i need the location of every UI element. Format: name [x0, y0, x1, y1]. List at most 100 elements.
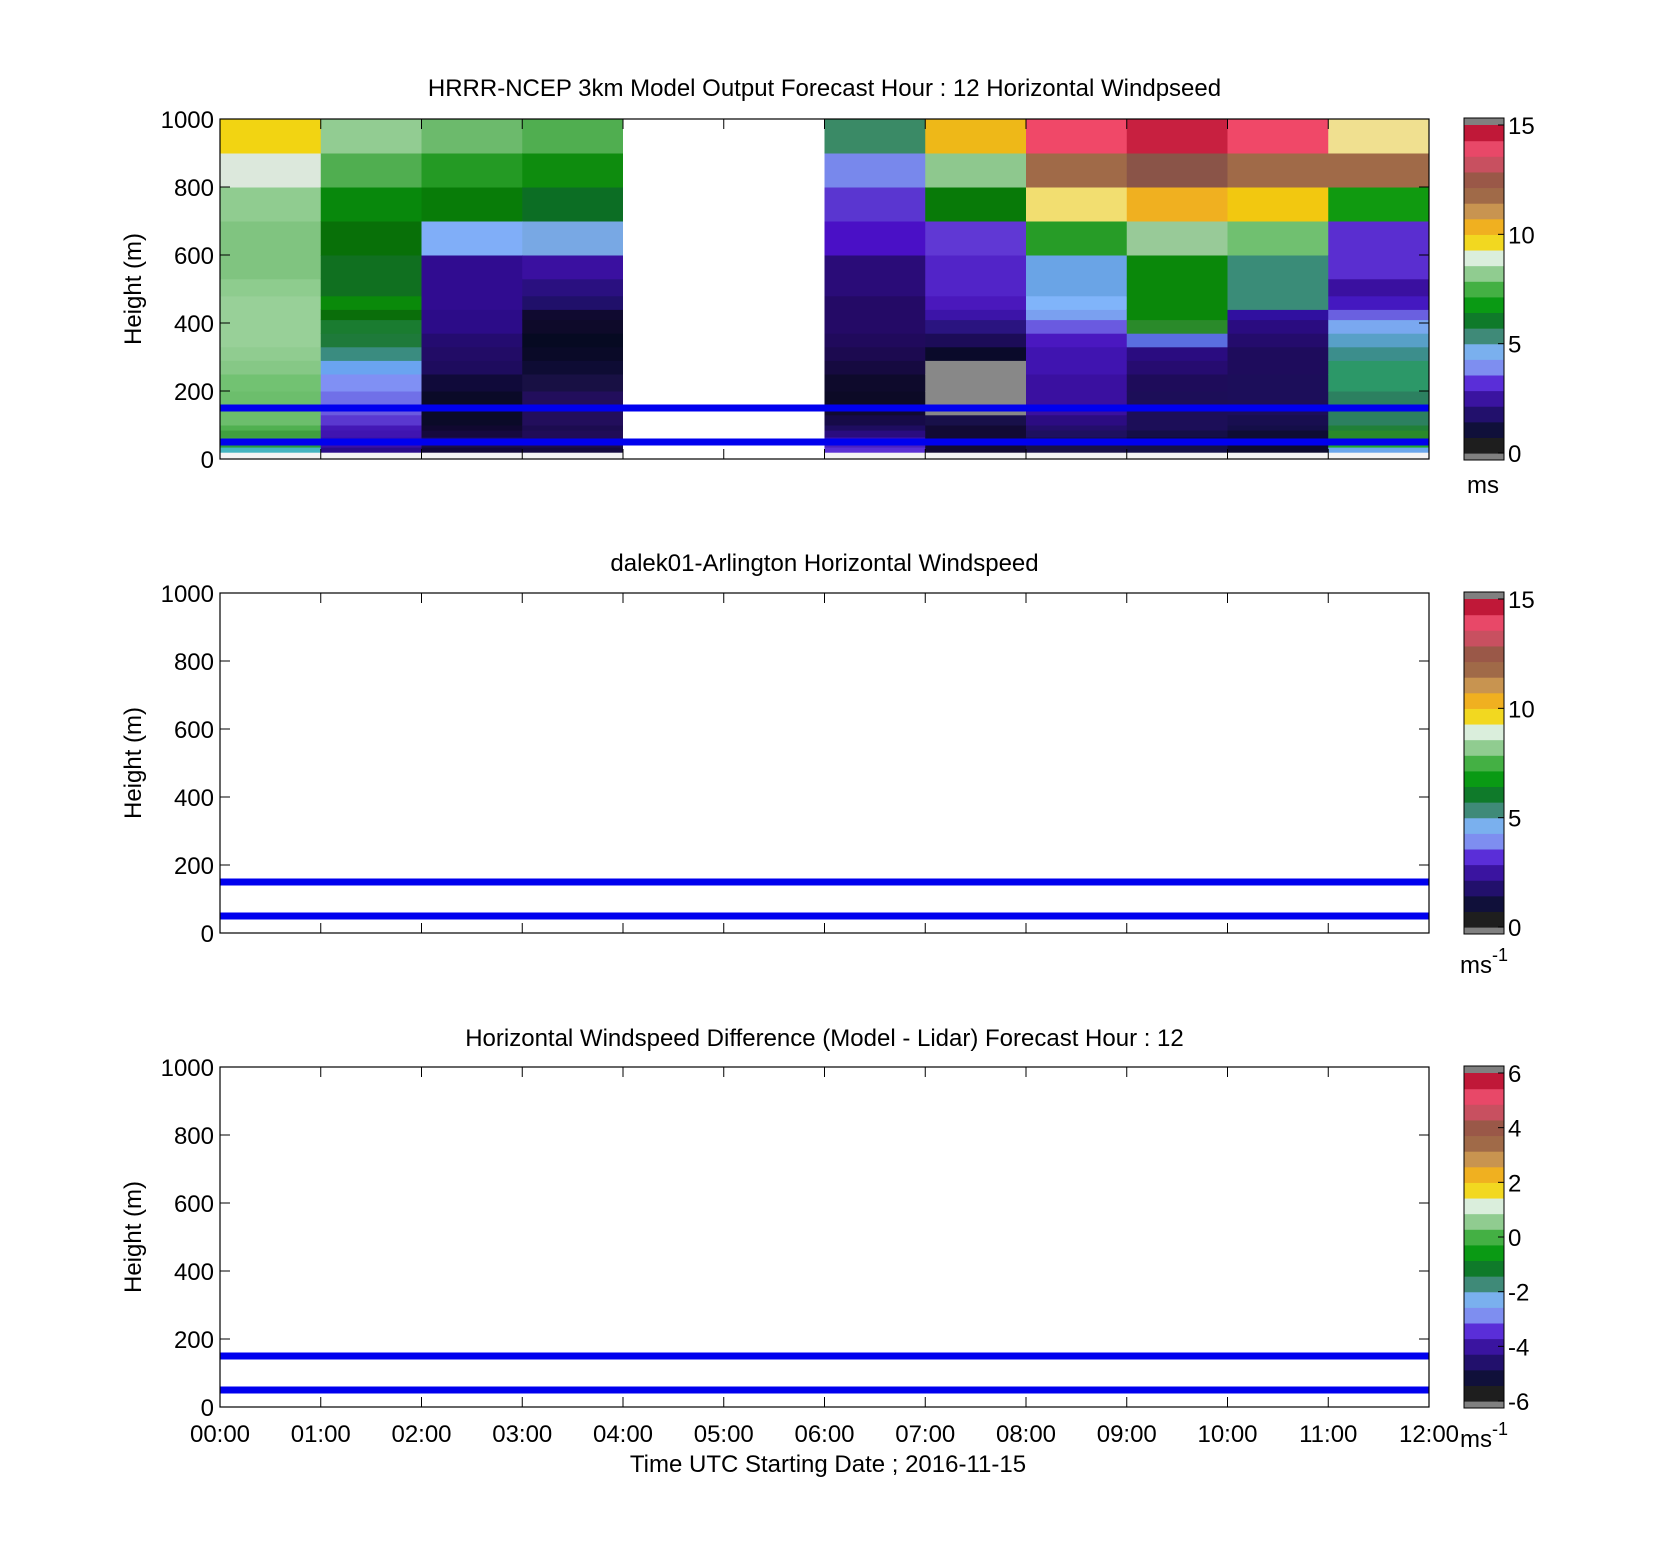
- y-tick-label: 0: [201, 921, 214, 948]
- panel-title: Horizontal Windspeed Difference (Model -…: [465, 1025, 1184, 1052]
- colorbar-segment: [1464, 833, 1504, 850]
- colorbar-segment: [1464, 848, 1504, 866]
- heatmap-cell: [1328, 374, 1430, 392]
- heatmap-cell: [220, 255, 322, 280]
- heatmap-cell: [1026, 425, 1128, 431]
- heatmap-cell: [320, 391, 422, 409]
- y-tick-label: 400: [174, 785, 214, 812]
- heatmap-cell: [1227, 295, 1329, 310]
- y-tick-label: 400: [174, 1259, 214, 1286]
- colorbar-over: [1464, 118, 1504, 125]
- heatmap-cell: [320, 414, 422, 426]
- heatmap-cell: [1227, 255, 1329, 280]
- heatmap-cell: [1328, 278, 1430, 297]
- heatmap-cell: [1227, 360, 1329, 375]
- colorbar-segment: [1464, 421, 1504, 438]
- heatmap-cell: [220, 452, 322, 460]
- heatmap-cell: [522, 333, 624, 348]
- heatmap-cell: [1328, 255, 1430, 280]
- heatmap-cell: [1126, 255, 1228, 280]
- heatmap-cell: [1328, 333, 1430, 348]
- heatmap-cell: [320, 447, 422, 453]
- colorbar-segment: [1464, 708, 1504, 725]
- x-tick-label: 10:00: [1197, 1421, 1257, 1448]
- heatmap-cell: [824, 430, 926, 438]
- heatmap-cell: [220, 309, 322, 321]
- heatmap-cell: [824, 333, 926, 348]
- colorbar-unit: ms-1: [1460, 945, 1508, 979]
- heatmap-cell: [824, 255, 926, 280]
- heatmap-cell: [623, 221, 825, 256]
- heatmap-cell: [220, 153, 322, 188]
- heatmap-cell: [925, 430, 1027, 438]
- heatmap-cell: [220, 346, 322, 361]
- x-tick-label: 08:00: [996, 1421, 1056, 1448]
- heatmap-cell: [1026, 255, 1128, 280]
- colorbar-tick-label: 5: [1508, 332, 1521, 359]
- colorbar-segment: [1464, 1276, 1504, 1293]
- colorbar-tick-label: -6: [1508, 1389, 1529, 1416]
- heatmap-cell: [623, 255, 825, 280]
- heatmap-cell: [824, 119, 926, 154]
- colorbar-segment: [1464, 911, 1504, 928]
- heatmap-cell: [522, 255, 624, 280]
- colorbar-segment: [1464, 437, 1504, 454]
- colorbar-tick-label: 0: [1508, 915, 1521, 942]
- heatmap-cell: [320, 153, 422, 188]
- heatmap-cell: [623, 374, 825, 392]
- heatmap-cell: [320, 319, 422, 334]
- colorbar-segment: [1464, 218, 1504, 235]
- colorbar-unit-exponent: -1: [1492, 1419, 1508, 1439]
- heatmap-cell: [1328, 425, 1430, 431]
- colorbar-segment: [1464, 1244, 1504, 1262]
- heatmap-cell: [320, 430, 422, 438]
- heatmap-cell: [320, 333, 422, 348]
- heatmap-cell: [623, 414, 825, 426]
- heatmap-cell: [925, 119, 1027, 154]
- heatmap-cell: [320, 295, 422, 310]
- heatmap-cell: [1227, 447, 1329, 453]
- colorbar-under: [1464, 927, 1504, 934]
- heatmap-cell: [1126, 221, 1228, 256]
- heatmap-cell: [824, 447, 926, 453]
- colorbar-under: [1464, 453, 1504, 460]
- x-tick-label: 03:00: [492, 1421, 552, 1448]
- heatmap-cell: [1227, 119, 1329, 154]
- heatmap-cell: [925, 255, 1027, 280]
- heatmap-cell: [522, 221, 624, 256]
- heatmap-cell: [1227, 414, 1329, 426]
- heatmap-cell: [1026, 374, 1128, 392]
- heatmap-cell: [1328, 391, 1430, 409]
- colorbar-segment: [1464, 281, 1504, 298]
- heatmap-cell: [1126, 278, 1228, 297]
- colorbar-tick-label: 15: [1508, 587, 1535, 614]
- heatmap-cell: [1126, 153, 1228, 188]
- colorbar-segment: [1464, 817, 1504, 834]
- heatmap-cell: [824, 319, 926, 334]
- heatmap-cell: [824, 221, 926, 256]
- heatmap-cell: [220, 333, 322, 348]
- heatmap-cell: [925, 346, 1027, 361]
- colorbar-segment: [1464, 374, 1504, 392]
- colorbar-segment: [1464, 296, 1504, 314]
- colorbar-segment: [1464, 739, 1504, 756]
- heatmap-cell: [1126, 391, 1228, 409]
- heatmap-cell: [421, 346, 523, 361]
- y-tick-label: 400: [174, 311, 214, 338]
- heatmap-cell: [421, 255, 523, 280]
- x-tick-label: 11:00: [1299, 1421, 1357, 1448]
- heatmap-cell: [421, 295, 523, 310]
- colorbar-segment: [1464, 1322, 1504, 1340]
- heatmap-cell: [1328, 309, 1430, 321]
- heatmap-cell: [1126, 408, 1228, 416]
- heatmap-cell: [522, 452, 624, 460]
- colorbar-segment: [1464, 630, 1504, 647]
- y-tick-label: 800: [174, 1123, 214, 1150]
- heatmap-cell: [1227, 187, 1329, 222]
- heatmap-cell: [320, 119, 422, 154]
- colorbar-tick-label: -2: [1508, 1280, 1529, 1307]
- colorbar-segment: [1464, 359, 1504, 376]
- colorbar-segment: [1464, 880, 1504, 897]
- heatmap-cell: [824, 153, 926, 188]
- heatmap-cell: [421, 153, 523, 188]
